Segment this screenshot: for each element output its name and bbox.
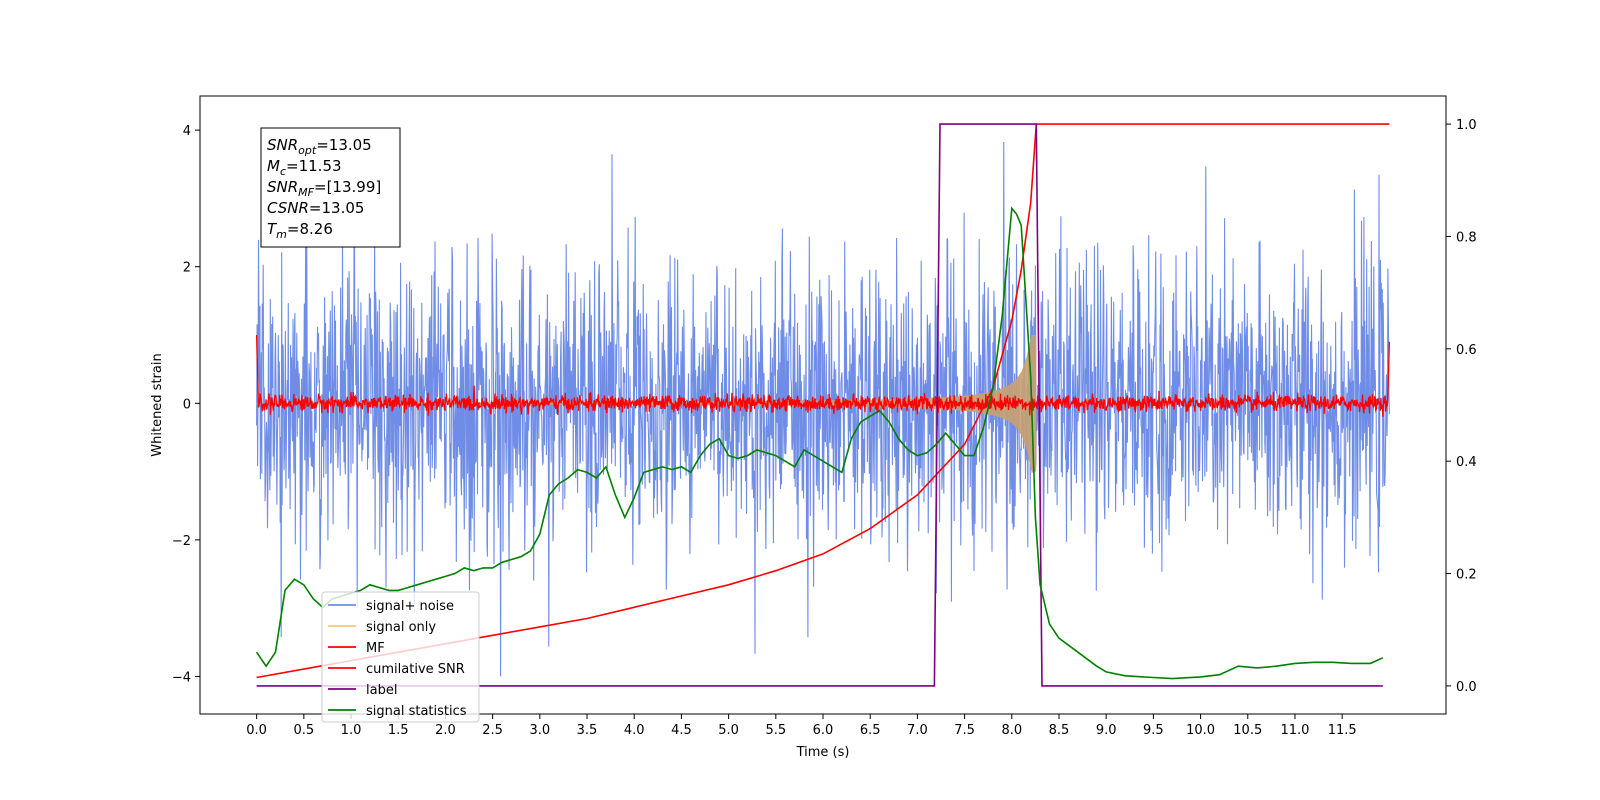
x-tick-label: 4.5 xyxy=(671,723,692,738)
y-tick-label: −4 xyxy=(172,670,191,685)
x-tick-label: 5.5 xyxy=(765,723,786,738)
annotation-box: SNRopt=13.05Mc=11.53SNRMF=[13.99]CSNR=13… xyxy=(260,127,401,248)
annotation-line: CSNR=13.05 xyxy=(267,199,364,217)
x-tick-label: 11.0 xyxy=(1280,723,1309,738)
y-right-tick-label: 0.6 xyxy=(1456,343,1477,358)
annotation-line: SNRMF=[13.99] xyxy=(267,178,381,199)
x-tick-label: 9.0 xyxy=(1096,723,1117,738)
legend-label: signal only xyxy=(366,620,436,635)
series-signal-statistics xyxy=(255,206,1384,680)
annotation-line: SNRopt=13.05 xyxy=(267,136,372,157)
y-right-tick-label: 1.0 xyxy=(1456,118,1477,133)
legend-label: MF xyxy=(366,641,385,656)
x-tick-label: 8.5 xyxy=(1049,723,1070,738)
x-tick-label: 2.5 xyxy=(482,723,503,738)
series-signal-plus-noise xyxy=(256,141,1390,677)
y-tick-label: 4 xyxy=(183,124,191,139)
series-mf xyxy=(255,334,1391,417)
y-axis-left: 4 2 0 −2 −4 xyxy=(172,124,200,685)
legend-label: label xyxy=(366,683,397,698)
y-tick-label: 0 xyxy=(183,397,191,412)
x-tick-label: 6.0 xyxy=(813,723,834,738)
x-tick-label: 7.5 xyxy=(954,723,975,738)
y-right-tick-label: 0.2 xyxy=(1456,568,1477,583)
x-tick-label: 11.5 xyxy=(1328,723,1357,738)
legend: signal+ noise signal only MF cumilative SNR… xyxy=(321,591,480,723)
y-tick-label: 2 xyxy=(183,261,191,276)
x-tick-label: 4.0 xyxy=(624,723,645,738)
y-right-tick-label: 0.0 xyxy=(1456,680,1477,695)
x-tick-label: 9.5 xyxy=(1143,723,1164,738)
annotation-line: Tm=8.26 xyxy=(267,220,333,241)
x-tick-label: 5.0 xyxy=(718,723,739,738)
x-tick-label: 3.0 xyxy=(529,723,550,738)
x-tick-label: 6.5 xyxy=(860,723,881,738)
y-tick-label: −2 xyxy=(172,534,191,549)
annotation-line: Mc=11.53 xyxy=(267,157,342,178)
x-tick-label: 8.0 xyxy=(1001,723,1022,738)
x-tick-label: 10.0 xyxy=(1186,723,1215,738)
series-label xyxy=(256,123,1383,687)
x-tick-label: 0.0 xyxy=(246,723,267,738)
x-tick-label: 1.5 xyxy=(388,723,409,738)
y-right-tick-label: 0.8 xyxy=(1456,230,1477,245)
x-axis-label: Time (s) xyxy=(796,745,850,760)
y-axis-label: Whitened strain xyxy=(150,353,165,456)
y-right-tick-label: 0.4 xyxy=(1456,455,1477,470)
x-tick-label: 3.5 xyxy=(577,723,598,738)
y-axis-right: 1.0 0.8 0.6 0.4 0.2 0.0 xyxy=(1446,118,1477,695)
x-tick-label: 1.0 xyxy=(341,723,362,738)
x-tick-label: 0.5 xyxy=(293,723,314,738)
legend-label: cumilative SNR xyxy=(366,662,465,677)
x-tick-label: 7.0 xyxy=(907,723,928,738)
x-axis: 0.0 0.5 1.0 1.5 2.0 2.5 3.0 3.5 4.0 4.5 5.0 5.5 6.0 6… xyxy=(246,714,1357,738)
x-tick-label: 10.5 xyxy=(1233,723,1262,738)
legend-label: signal statistics xyxy=(366,704,467,719)
legend-label: signal+ noise xyxy=(366,599,454,614)
x-tick-label: 2.0 xyxy=(435,723,456,738)
